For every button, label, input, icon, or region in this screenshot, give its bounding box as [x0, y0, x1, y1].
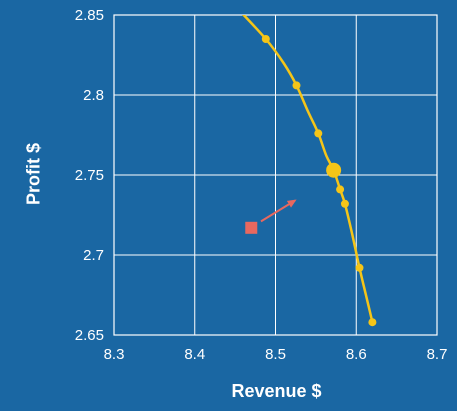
highlight-point	[326, 162, 342, 178]
x-tick-label: 8.4	[184, 346, 205, 363]
alternative-point	[245, 221, 258, 234]
x-axis-title: Revenue $	[231, 381, 322, 401]
y-axis-title: Profit $	[23, 142, 44, 206]
x-tick-label: 8.7	[427, 346, 448, 363]
frontier-point	[292, 81, 301, 90]
direction-arrow	[260, 199, 297, 223]
frontier-point	[368, 318, 377, 327]
x-tick-label: 8.6	[346, 346, 367, 363]
frontier-point	[336, 185, 345, 194]
y-tick-label: 2.85	[75, 7, 104, 24]
y-tick-label: 2.75	[75, 167, 104, 184]
x-tick-label: 8.3	[104, 346, 125, 363]
frontier-point	[355, 263, 364, 272]
plot-frame	[113, 14, 438, 336]
y-tick-label: 2.8	[83, 87, 104, 104]
frontier-point	[340, 199, 349, 208]
x-tick-label: 8.5	[265, 346, 286, 363]
y-tick-label: 2.65	[75, 327, 104, 344]
frontier-curve	[241, 15, 374, 323]
frontier-point	[261, 35, 270, 43]
frontier-point	[314, 129, 323, 138]
y-tick-label: 2.7	[83, 247, 104, 264]
